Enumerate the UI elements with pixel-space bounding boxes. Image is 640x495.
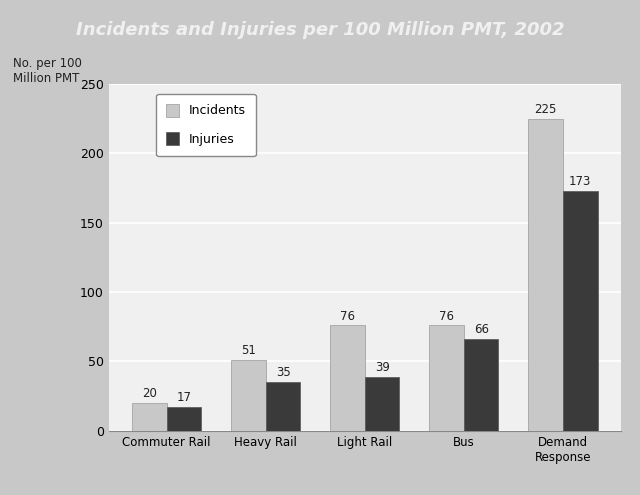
- Bar: [132, 403, 167, 431]
- Text: Million PMT: Million PMT: [13, 72, 79, 85]
- Text: 20: 20: [142, 387, 157, 400]
- Bar: [266, 382, 300, 431]
- Bar: [563, 191, 598, 431]
- Text: 35: 35: [276, 366, 291, 379]
- Text: 76: 76: [439, 309, 454, 323]
- Text: 225: 225: [534, 103, 557, 116]
- Bar: [528, 119, 563, 431]
- Bar: [231, 360, 266, 431]
- Text: 76: 76: [340, 309, 355, 323]
- Text: Incidents and Injuries per 100 Million PMT, 2002: Incidents and Injuries per 100 Million P…: [76, 21, 564, 39]
- Text: 66: 66: [474, 323, 489, 337]
- Bar: [365, 377, 399, 431]
- Bar: [464, 339, 499, 431]
- Bar: [167, 407, 202, 431]
- Text: 39: 39: [374, 361, 390, 374]
- Legend: Incidents, Injuries: Incidents, Injuries: [156, 94, 255, 156]
- Text: 173: 173: [569, 175, 591, 188]
- Text: No. per 100: No. per 100: [13, 57, 82, 70]
- Bar: [330, 325, 365, 431]
- Bar: [429, 325, 464, 431]
- Text: 17: 17: [177, 392, 191, 404]
- Text: 51: 51: [241, 344, 256, 357]
